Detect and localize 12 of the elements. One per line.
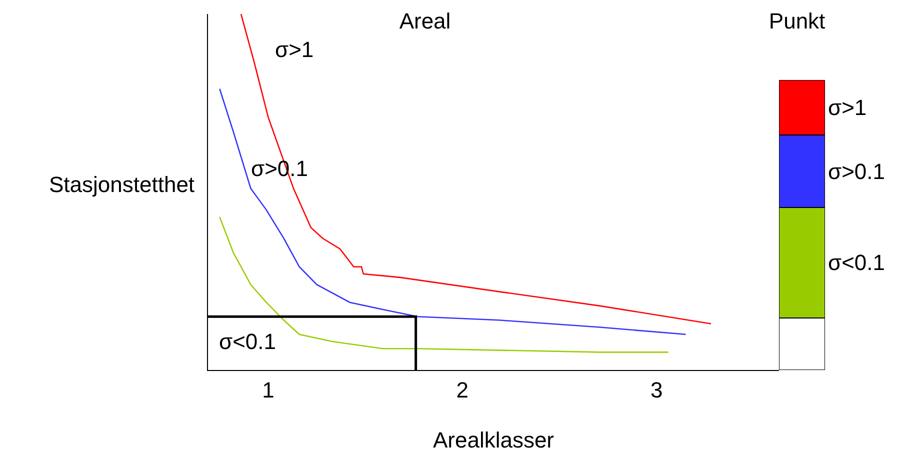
series-label: σ<0.1 [828,250,886,275]
chart-title: Areal [399,8,451,34]
x-axis-title: Arealklasser [432,427,554,452]
x-tick-label: 3 [650,377,663,402]
chart-title: Punkt [768,8,826,34]
series-label: σ>0.1 [828,159,886,184]
x-tick-label: 2 [456,377,469,402]
y-axis-title: Stasjonstetthet [49,172,195,197]
annotation: σ<0.1 [219,329,276,354]
x-tick-label: 1 [262,377,274,402]
annotation: σ>1 [275,37,314,62]
series-label: σ>1 [828,95,867,120]
